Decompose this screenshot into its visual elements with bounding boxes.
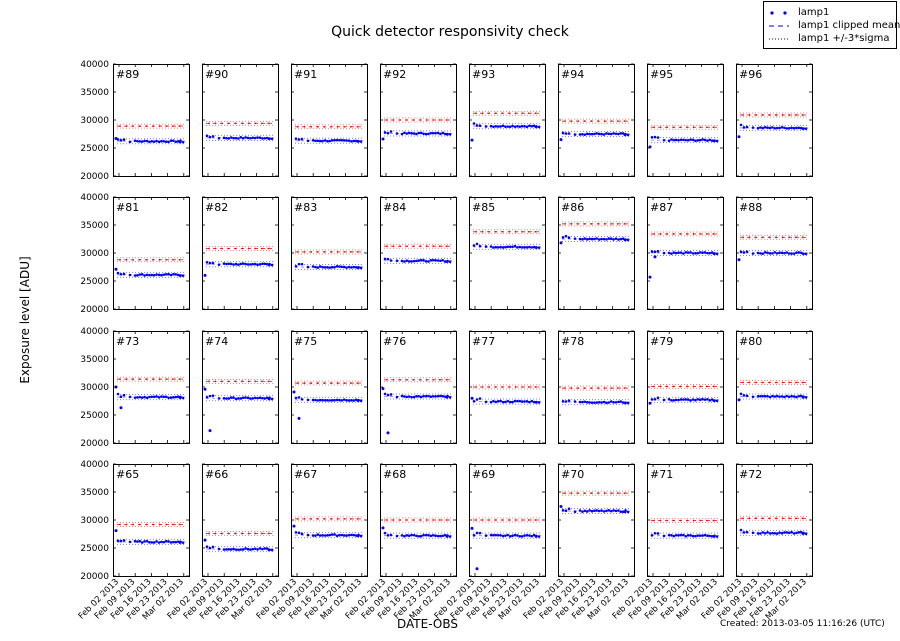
panel-label: #87	[650, 201, 673, 214]
panel-label: #83	[294, 201, 317, 214]
panel-77: #77	[469, 330, 546, 444]
y-tick-label: 35000	[80, 355, 109, 365]
y-tick-label: 30000	[80, 249, 109, 259]
y-tick-label: 20000	[80, 305, 109, 315]
panel-label: #88	[739, 201, 762, 214]
panel-73: #73 20000 25000 30000 35000 40000	[80, 327, 190, 449]
legend-label: lamp1	[798, 7, 830, 18]
panel-label: #84	[383, 201, 406, 214]
x-axis-label: DATE-OBS	[397, 617, 458, 631]
panel-label: #77	[472, 335, 495, 348]
panel-label: #66	[205, 468, 228, 481]
panel-label: #96	[739, 68, 762, 81]
panel-label: #79	[650, 335, 673, 348]
legend-item-sigma: lamp1 +/-3*sigma	[768, 32, 889, 45]
y-tick-label: 30000	[80, 383, 109, 393]
panel-94: #94	[558, 63, 635, 177]
panel-95: #95	[647, 63, 724, 177]
chart-title: Quick detector responsivity check	[331, 24, 569, 40]
panel-84: #84	[380, 196, 457, 310]
y-tick-label: 20000	[80, 439, 109, 449]
panel-label: #85	[472, 201, 495, 214]
panel-82: #82	[202, 196, 279, 310]
panel-90: #90	[202, 63, 279, 177]
panel-92: #92	[380, 63, 457, 177]
y-tick-label: 35000	[80, 88, 109, 98]
y-tick-label: 25000	[80, 277, 109, 287]
panel-label: #68	[383, 468, 406, 481]
panel-label: #78	[561, 335, 584, 348]
y-tick-label: 35000	[80, 488, 109, 498]
y-tick-label: 40000	[80, 327, 109, 337]
y-tick-label: 40000	[80, 460, 109, 470]
legend-label: lamp1 clipped mean	[798, 20, 900, 31]
y-axis-label: Exposure level [ADU]	[18, 256, 32, 384]
y-tick-label: 25000	[80, 144, 109, 154]
panel-label: #91	[294, 68, 317, 81]
y-tick-label: 20000	[80, 572, 109, 582]
panel-86: #86	[558, 196, 635, 310]
panel-label: #73	[116, 335, 139, 348]
y-tick-label: 35000	[80, 221, 109, 231]
dotted-line-icon	[769, 38, 789, 39]
panel-label: #80	[739, 335, 762, 348]
y-tick-label: 40000	[80, 193, 109, 203]
panel-89: #89 20000 25000 30000 35000 40000	[80, 60, 190, 182]
panel-96: #96	[736, 63, 813, 177]
panel-label: #90	[205, 68, 228, 81]
panel-79: #79	[647, 330, 724, 444]
panel-85: #85	[469, 196, 546, 310]
y-tick-label: 30000	[80, 516, 109, 526]
panel-label: #86	[561, 201, 584, 214]
panel-91: #91	[291, 63, 368, 177]
panel-label: #71	[650, 468, 673, 481]
panel-label: #92	[383, 68, 406, 81]
panel-label: #95	[650, 68, 673, 81]
panel-78: #78	[558, 330, 635, 444]
y-tick-label: 25000	[80, 544, 109, 554]
panel-81: #81 20000 25000 30000 35000 40000	[80, 193, 190, 315]
legend-item-clipped-mean: lamp1 clipped mean	[768, 19, 900, 32]
panel-88: #88	[736, 196, 813, 310]
panel-76: #76	[380, 330, 457, 444]
panel-label: #74	[205, 335, 228, 348]
panel-label: #72	[739, 468, 762, 481]
legend-label: lamp1 +/-3*sigma	[798, 33, 890, 44]
created-timestamp: Created: 2013-03-05 11:16:26 (UTC)	[720, 619, 885, 629]
panel-label: #65	[116, 468, 139, 481]
chart-legend: lamp1 lamp1 clipped mean lamp1 +/-3*sigm…	[763, 1, 900, 49]
panel-83: #83	[291, 196, 368, 310]
panel-label: #81	[116, 201, 139, 214]
panel-label: #76	[383, 335, 406, 348]
dot-marker-icon	[770, 10, 787, 15]
panel-label: #69	[472, 468, 495, 481]
y-tick-label: 20000	[80, 172, 109, 182]
panel-label: #82	[205, 201, 228, 214]
y-tick-label: 30000	[80, 116, 109, 126]
panel-93: #93	[469, 63, 546, 177]
panel-80: #80	[736, 330, 813, 444]
legend-item-lamp1: lamp1	[768, 6, 829, 19]
dashed-line-icon	[769, 25, 789, 26]
panel-label: #75	[294, 335, 317, 348]
panel-label: #94	[561, 68, 584, 81]
panel-87: #87	[647, 196, 724, 310]
panel-label: #93	[472, 68, 495, 81]
panel-74: #74	[202, 330, 279, 444]
y-tick-label: 25000	[80, 411, 109, 421]
y-tick-label: 40000	[80, 60, 109, 70]
panel-75: #75	[291, 330, 368, 444]
panel-label: #89	[116, 68, 139, 81]
panel-label: #67	[294, 468, 317, 481]
panel-label: #70	[561, 468, 584, 481]
